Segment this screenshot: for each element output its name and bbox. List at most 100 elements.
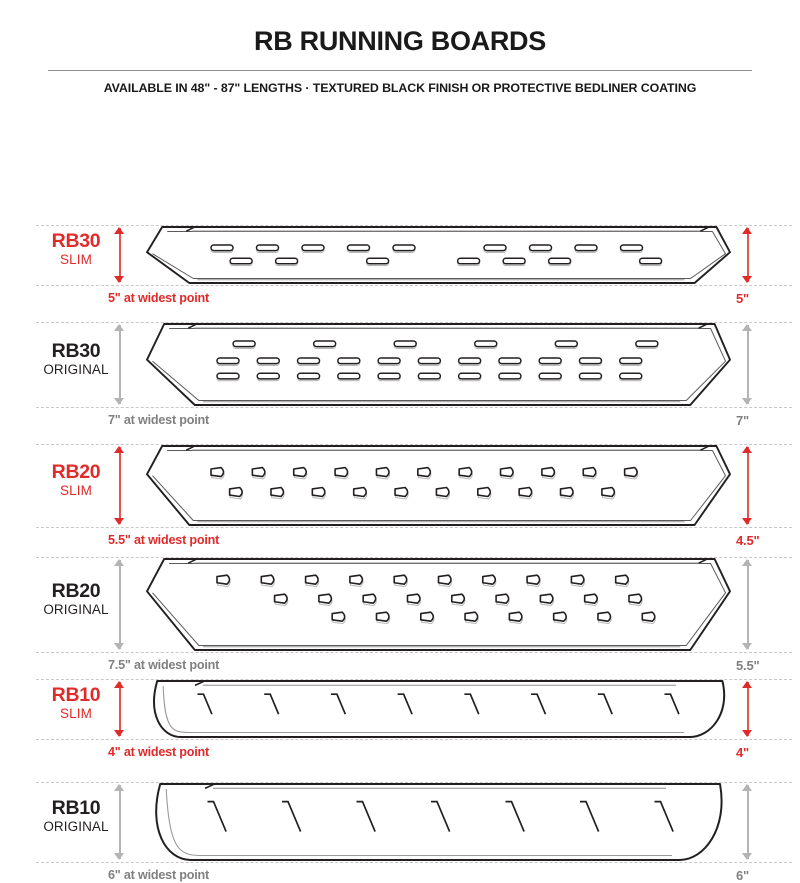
arrow-head-up <box>114 227 124 234</box>
running-board-illustration <box>145 780 734 866</box>
width-dimension-arrow <box>114 324 126 405</box>
arrow-head-down <box>742 730 752 737</box>
height-dimension-arrow <box>742 446 754 525</box>
arrow-head-down <box>742 276 752 283</box>
arrow-head-up <box>114 681 124 688</box>
width-dimension-label: 6" at widest point <box>108 868 210 882</box>
arrow-shaft <box>119 682 121 736</box>
product-model-name: RB30 <box>51 339 101 362</box>
page-subtitle: AVAILABLE IN 48" - 87" LENGTHS · TEXTURE… <box>103 81 697 95</box>
arrow-shaft <box>747 682 749 736</box>
arrow-head-up <box>742 559 752 566</box>
arrow-head-up <box>742 681 752 688</box>
height-dimension-label: 4.5" <box>736 533 760 548</box>
product-variant-name: ORIGINAL <box>43 819 109 835</box>
arrow-shaft <box>747 325 749 404</box>
arrow-head-down <box>114 518 124 525</box>
arrow-shaft <box>119 785 121 859</box>
height-dimension-arrow <box>742 559 754 650</box>
width-dimension-arrow <box>114 784 126 860</box>
arrow-shaft <box>119 228 121 282</box>
arrow-head-up <box>742 227 752 234</box>
height-dimension-label: 5" <box>736 291 749 306</box>
page-header: RB RUNNING BOARDS AVAILABLE IN 48" - 87"… <box>0 0 800 95</box>
arrow-head-up <box>114 784 124 791</box>
height-dimension-arrow <box>742 784 754 860</box>
arrow-shaft <box>119 560 121 649</box>
arrow-shaft <box>747 785 749 859</box>
width-dimension-label: 5.5" at widest point <box>108 533 220 547</box>
arrow-head-up <box>742 784 752 791</box>
arrow-head-down <box>114 643 124 650</box>
top-guide-line <box>36 679 792 680</box>
height-dimension-arrow <box>742 681 754 737</box>
height-dimension-arrow <box>742 227 754 283</box>
product-model-name: RB10 <box>51 797 101 819</box>
running-board-illustration <box>145 442 734 531</box>
running-board-illustration <box>145 223 734 289</box>
width-dimension-arrow <box>114 227 126 283</box>
bottom-guide-line <box>36 407 792 408</box>
width-dimension-arrow <box>114 559 126 650</box>
arrow-head-down <box>114 398 124 405</box>
width-dimension-label: 5" at widest point <box>108 291 210 305</box>
product-model-name: RB30 <box>51 230 101 252</box>
height-dimension-label: 7" <box>736 413 749 428</box>
arrow-head-down <box>742 398 752 405</box>
running-board-illustration <box>145 677 734 743</box>
width-dimension-label: 4" at widest point <box>108 745 210 759</box>
product-variant-name: SLIM <box>60 482 92 498</box>
height-dimension-arrow <box>742 324 754 405</box>
running-board-illustration <box>145 555 734 656</box>
bottom-guide-line <box>36 652 792 653</box>
arrow-shaft <box>747 228 749 282</box>
product-label: RB20 ORIGINAL <box>30 579 122 619</box>
top-guide-line <box>36 782 792 783</box>
product-variant-name: ORIGINAL <box>43 361 109 377</box>
arrow-head-up <box>742 446 752 453</box>
product-label: RB30 SLIM <box>30 231 122 269</box>
height-dimension-label: 6" <box>736 868 749 883</box>
arrow-shaft <box>747 447 749 524</box>
arrow-head-down <box>114 730 124 737</box>
arrow-shaft <box>119 447 121 524</box>
product-label: RB20 SLIM <box>30 460 122 500</box>
top-guide-line <box>36 322 792 323</box>
product-variant-name: SLIM <box>60 252 92 268</box>
arrow-head-up <box>114 446 124 453</box>
product-label: RB10 SLIM <box>30 685 122 723</box>
top-guide-line <box>36 225 792 226</box>
product-model-name: RB10 <box>51 684 101 706</box>
running-board-illustration <box>145 320 734 411</box>
top-guide-line <box>36 557 792 558</box>
arrow-head-up <box>114 559 124 566</box>
top-guide-line <box>36 444 792 445</box>
product-label: RB30 ORIGINAL <box>30 339 122 379</box>
width-dimension-label: 7.5" at widest point <box>108 658 220 672</box>
width-dimension-arrow <box>114 681 126 737</box>
arrow-head-down <box>742 518 752 525</box>
product-model-name: RB20 <box>51 579 101 602</box>
arrow-head-down <box>742 853 752 860</box>
arrow-shaft <box>747 560 749 649</box>
arrow-head-up <box>742 324 752 331</box>
bottom-guide-line <box>36 739 792 740</box>
bottom-guide-line <box>36 527 792 528</box>
product-model-name: RB20 <box>51 460 101 483</box>
arrow-head-down <box>742 643 752 650</box>
bottom-guide-line <box>36 285 792 286</box>
height-dimension-label: 5.5" <box>736 658 760 673</box>
product-variant-name: SLIM <box>60 706 92 722</box>
arrow-shaft <box>119 325 121 404</box>
arrow-head-up <box>114 324 124 331</box>
height-dimension-label: 4" <box>736 745 749 760</box>
product-label: RB10 ORIGINAL <box>30 798 122 836</box>
page-title: RB RUNNING BOARDS <box>254 26 546 56</box>
arrow-head-down <box>114 276 124 283</box>
product-variant-name: ORIGINAL <box>43 601 109 617</box>
width-dimension-arrow <box>114 446 126 525</box>
arrow-head-down <box>114 853 124 860</box>
width-dimension-label: 7" at widest point <box>108 413 210 427</box>
header-divider <box>48 70 752 71</box>
